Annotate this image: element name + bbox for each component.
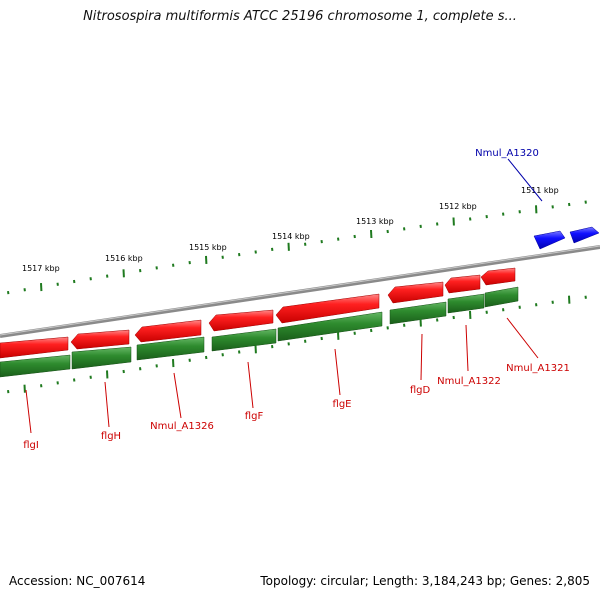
gene-flgH[interactable] [70,329,130,350]
scale-label-1515: 1515 kbp [189,243,227,252]
scale-label-1512: 1512 kbp [439,202,477,211]
map-title: Nitrosospira multiformis ATCC 25196 chro… [83,9,517,24]
scale-labels: 1517 kbp 1516 kbp 1515 kbp 1514 kbp 1513… [22,186,559,273]
gene-labels: flgI flgH Nmul_A1326 flgF flgE flgD Nmul… [23,148,570,451]
inner-tick-ring [7,295,587,394]
red-gene-track [0,267,516,359]
gene-Nmul_A1321[interactable] [480,267,516,286]
scale-label-1516: 1516 kbp [105,254,143,263]
label-leaders [25,158,543,434]
gene-label-Nmul_A1321[interactable]: Nmul_A1321 [506,363,570,374]
gene-Nmul_A1322[interactable] [444,274,481,294]
gene-label-Nmul_A1326[interactable]: Nmul_A1326 [150,421,214,432]
chromosome-backbone [0,245,600,338]
gene-label-flgF[interactable]: flgF [245,411,264,422]
gene-label-Nmul_A1320[interactable]: Nmul_A1320 [475,148,539,159]
gene-flgI[interactable] [0,336,69,359]
gene-Nmul_A1320[interactable] [533,226,600,250]
genome-stats: Topology: circular; Length: 3,184,243 bp… [260,574,590,588]
gene-label-flgD[interactable]: flgD [410,385,431,396]
green-gene-track [0,286,519,378]
scale-label-1514: 1514 kbp [272,232,310,241]
scale-label-1513: 1513 kbp [356,217,394,226]
gene-flgF[interactable] [208,309,274,332]
accession-label: Accession: NC_007614 [9,574,146,588]
gene-label-Nmul_A1322[interactable]: Nmul_A1322 [437,376,501,387]
gene-label-flgI[interactable]: flgI [23,440,39,451]
scale-label-1511: 1511 kbp [521,186,559,195]
gene-label-flgE[interactable]: flgE [333,399,352,410]
gene-Nmul_A1326[interactable] [134,319,202,343]
gene-flgE[interactable] [275,293,380,324]
outer-tick-ring [7,200,587,295]
gene-label-flgH[interactable]: flgH [101,431,121,442]
scale-label-1517: 1517 kbp [22,264,60,273]
gene-flgD[interactable] [387,281,444,304]
